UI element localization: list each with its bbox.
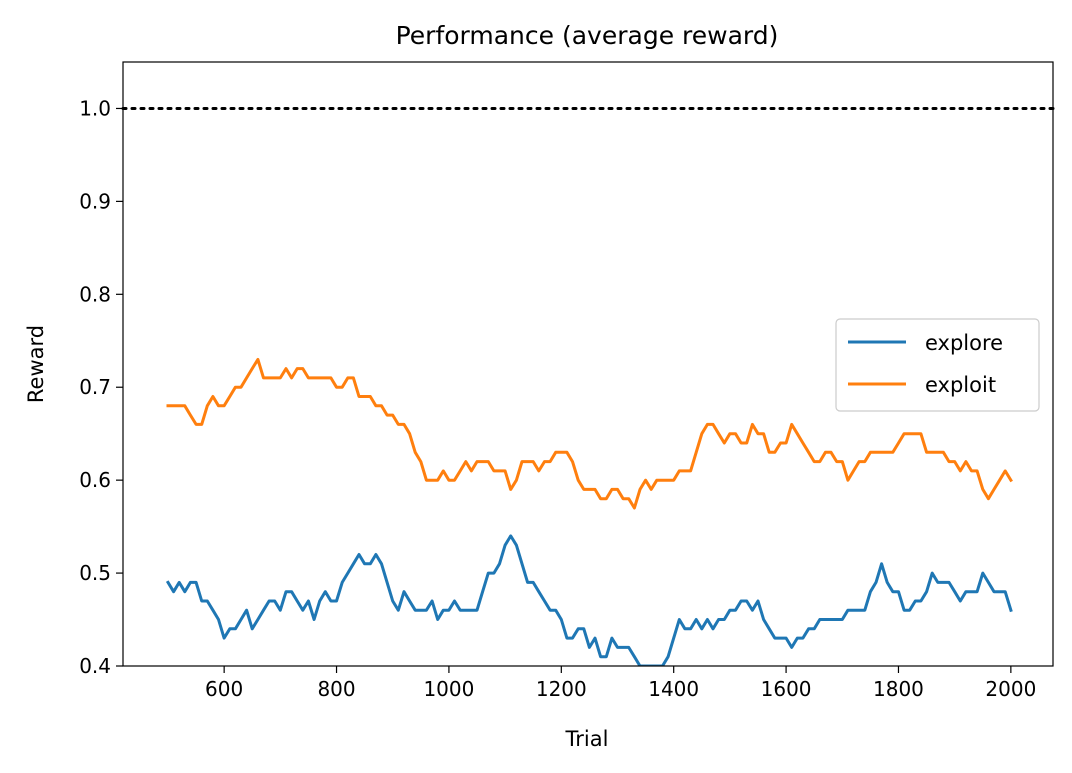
x-tick-label: 1800: [873, 677, 924, 701]
y-tick-label: 0.6: [79, 468, 111, 492]
legend-label-exploit: exploit: [925, 373, 996, 397]
x-tick-label: 2000: [985, 677, 1036, 701]
series-layer: [165, 357, 1013, 666]
y-tick-label: 0.8: [79, 282, 111, 306]
y-tick-label: 0.7: [79, 375, 111, 399]
y-tick-label: 1.0: [79, 96, 111, 120]
y-tick-label: 0.9: [79, 189, 111, 213]
y-tick-label: 0.4: [79, 654, 111, 678]
x-tick-label: 800: [317, 677, 355, 701]
x-tick-label: 1400: [648, 677, 699, 701]
series-line-explore: [165, 534, 1013, 666]
x-tick-label: 1600: [761, 677, 812, 701]
x-tick-label: 1200: [536, 677, 587, 701]
plot-frame: [122, 61, 1054, 667]
x-tick-label: 600: [205, 677, 243, 701]
x-axis-label: Trial: [565, 727, 609, 751]
x-tick-label: 1000: [423, 677, 474, 701]
x-axis: 600 800 1000 1200 1400 1600 1800 2000: [205, 666, 1036, 701]
legend: explore exploit: [835, 318, 1040, 412]
legend-label-explore: explore: [925, 331, 1003, 355]
y-tick-label: 0.5: [79, 561, 111, 585]
y-axis: 0.4 0.5 0.6 0.7 0.8 0.9 1.0: [79, 96, 123, 678]
series-line-exploit: [166, 357, 1013, 510]
chart-title: Performance (average reward): [396, 21, 779, 50]
y-axis-label: Reward: [24, 325, 48, 403]
